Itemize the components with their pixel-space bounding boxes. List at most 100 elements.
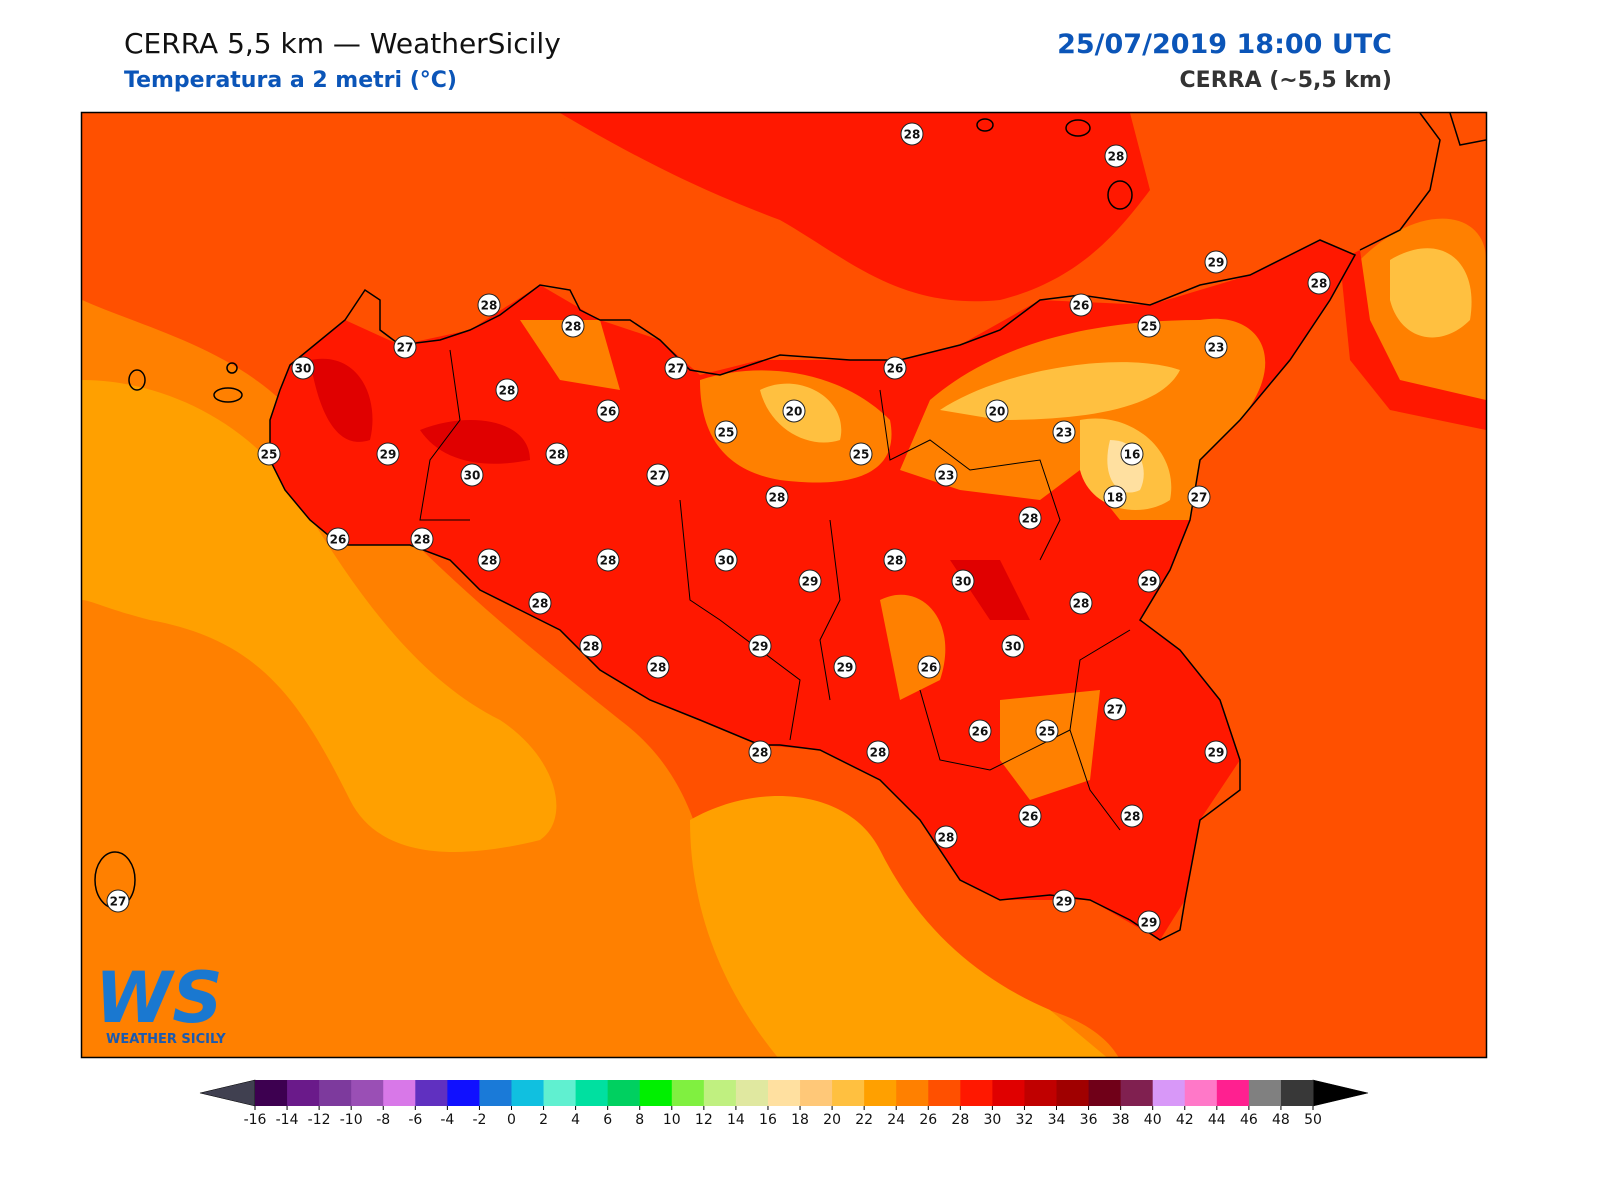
station-value: 28: [752, 746, 769, 760]
field-calabria-red: [1340, 250, 1486, 430]
station-marker: [1069, 591, 1093, 615]
colorbar-label: 10: [663, 1112, 681, 1128]
station-value: 29: [1141, 916, 1158, 930]
station-marker: [900, 122, 924, 146]
colorbar-label: 20: [823, 1112, 841, 1128]
colorbar-label: 18: [791, 1112, 809, 1128]
station-marker: [1103, 697, 1127, 721]
station-marker: [798, 569, 822, 593]
colorbar-bin: [1216, 1080, 1250, 1106]
colorbar-label: 24: [887, 1112, 905, 1128]
station-marker: [460, 463, 484, 487]
station-marker: [748, 740, 772, 764]
station-marker: [477, 293, 501, 317]
field-red-north: [560, 113, 1150, 302]
station-value: 28: [549, 448, 566, 462]
colorbar-label: 12: [695, 1112, 713, 1128]
colorbar-bin: [800, 1080, 833, 1106]
colorbar-label: -4: [440, 1112, 454, 1128]
station-value: 29: [752, 640, 769, 654]
station-value: 25: [1141, 320, 1158, 334]
field-calabria-yellow: [1390, 248, 1472, 338]
colorbar-label: -2: [472, 1112, 486, 1128]
station-value: 29: [1056, 895, 1073, 909]
colorbar-bin: [575, 1080, 609, 1106]
station-value: 28: [583, 640, 600, 654]
colorbar-label: -10: [340, 1112, 363, 1128]
colorbar-label: -14: [276, 1112, 299, 1128]
station-marker: [1069, 293, 1093, 317]
station-value: 30: [295, 362, 312, 376]
colorbar-label: 50: [1304, 1112, 1322, 1128]
logo-text: WEATHER SICILY: [106, 1032, 226, 1047]
colorbar-bin: [864, 1080, 897, 1106]
station-value: 29: [380, 448, 397, 462]
colorbar-bin: [447, 1080, 480, 1106]
colorbar-label: 4: [571, 1112, 580, 1128]
map: [82, 113, 1486, 1057]
colorbar-bin: [607, 1080, 641, 1106]
station-value: 28: [870, 746, 887, 760]
colorbar-label: 38: [1112, 1112, 1130, 1128]
colorbar-label: 48: [1272, 1112, 1290, 1128]
colorbar-label: 36: [1080, 1112, 1098, 1128]
station-value: 28: [904, 128, 921, 142]
colorbar-label: -6: [408, 1112, 422, 1128]
station-marker: [714, 420, 738, 444]
station-marker: [1035, 719, 1059, 743]
colorbar-label: 6: [603, 1112, 612, 1128]
colorbar-bin: [639, 1080, 673, 1106]
colorbar-bin: [735, 1080, 769, 1106]
station-value: 25: [853, 448, 870, 462]
station-value: 29: [837, 661, 854, 675]
station-marker: [664, 356, 688, 380]
station-value: 28: [414, 533, 431, 547]
colorbar-bin: [703, 1080, 737, 1106]
station-marker: [1307, 271, 1331, 295]
colorbar-bin: [479, 1080, 512, 1106]
station-value: 27: [650, 469, 667, 483]
colorbar-bin: [543, 1080, 577, 1106]
station-marker: [596, 399, 620, 423]
station-marker: [849, 442, 873, 466]
logo: WS WEATHER SICILY: [95, 957, 226, 1047]
colorbar-bin: [383, 1080, 416, 1106]
station-value: 29: [802, 575, 819, 589]
station-value: 28: [1311, 277, 1328, 291]
station-marker: [1018, 804, 1042, 828]
colorbar-bin: [671, 1080, 705, 1106]
station-marker: [410, 527, 434, 551]
coastline: [269, 239, 1357, 941]
station-value: 28: [769, 491, 786, 505]
colorbar-label: -16: [244, 1112, 267, 1128]
colorbar-label: 16: [759, 1112, 777, 1128]
station-marker: [291, 356, 315, 380]
station-marker: [1052, 420, 1076, 444]
station-marker: [1204, 335, 1228, 359]
station-value: 25: [261, 448, 278, 462]
field-yellow-south: [690, 796, 1107, 1057]
station-value: 25: [1039, 725, 1056, 739]
station-value: 29: [1208, 256, 1225, 270]
station-marker: [1104, 144, 1128, 168]
station-value: 28: [650, 661, 667, 675]
station-value: 25: [718, 426, 735, 440]
station-value: 28: [532, 597, 549, 611]
station-marker: [714, 548, 738, 572]
islands: [94, 118, 1133, 909]
station-marker: [1137, 910, 1161, 934]
station-marker: [561, 314, 585, 338]
station-marker: [765, 485, 789, 509]
colorbar-bin: [1056, 1080, 1090, 1106]
colorbar-label: 0: [507, 1112, 516, 1128]
model-label: CERRA (~5,5 km): [1180, 68, 1392, 93]
colorbar-label: -8: [376, 1112, 390, 1128]
field-yellow-west: [82, 380, 557, 852]
station-marker: [1137, 314, 1161, 338]
station-marker: [646, 463, 670, 487]
station-value: 28: [481, 299, 498, 313]
colorbar-label: 40: [1144, 1112, 1162, 1128]
station-value: 18: [1107, 491, 1124, 505]
station-marker: [883, 356, 907, 380]
